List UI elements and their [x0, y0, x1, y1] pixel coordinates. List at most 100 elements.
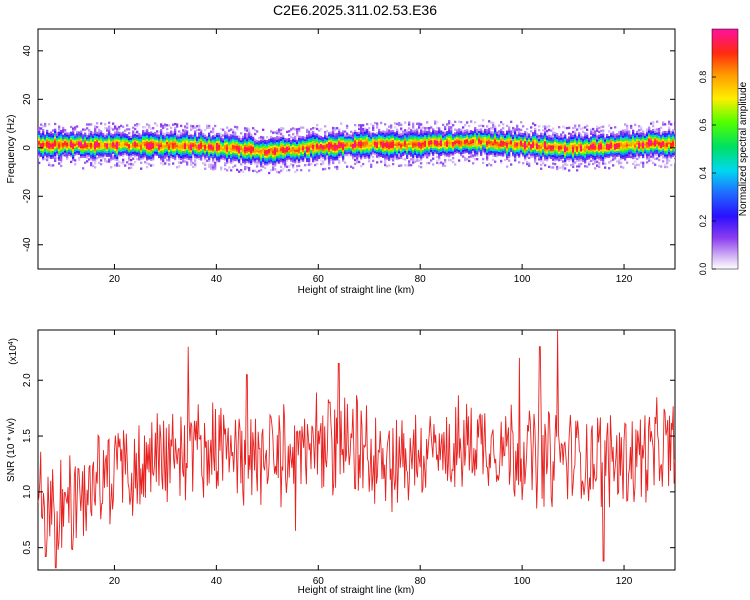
heatmap-cell	[134, 151, 137, 154]
heatmap-cell	[54, 148, 57, 151]
heatmap-cell	[352, 131, 355, 135]
heatmap-cell	[522, 132, 525, 136]
heatmap-cell	[242, 135, 245, 138]
heatmap-cell	[54, 138, 57, 141]
heatmap-cell	[490, 133, 493, 136]
heatmap-cell	[198, 151, 201, 155]
heatmap-cell	[92, 143, 95, 146]
heatmap-cell	[192, 140, 195, 143]
heatmap-cell	[294, 137, 297, 141]
heatmap-cell	[596, 164, 599, 167]
heatmap-cell	[154, 139, 157, 142]
heatmap-cell	[260, 145, 263, 148]
heatmap-cell	[380, 121, 383, 125]
heatmap-cell	[544, 152, 547, 155]
heatmap-cell	[214, 124, 217, 128]
heatmap-cell	[484, 150, 487, 153]
heatmap-cell	[260, 159, 263, 162]
heatmap-cell	[262, 136, 265, 139]
heatmap-cell	[46, 149, 49, 152]
heatmap-cell	[362, 139, 365, 142]
heatmap-cell	[472, 154, 475, 157]
heatmap-cell	[406, 150, 409, 154]
heatmap-cell	[394, 122, 397, 125]
heatmap-cell	[390, 153, 393, 156]
heatmap-cell	[536, 145, 539, 148]
heatmap-cell	[370, 153, 373, 157]
heatmap-cell	[214, 163, 217, 166]
heatmap-cell	[642, 142, 645, 145]
heatmap-cell	[82, 149, 85, 153]
heatmap-cell	[142, 147, 145, 150]
heatmap-cell	[222, 138, 225, 141]
heatmap-cell	[580, 151, 583, 154]
heatmap-cell	[482, 148, 485, 151]
heatmap-cell	[552, 158, 555, 161]
heatmap-cell	[90, 142, 93, 145]
heatmap-cell	[428, 134, 431, 138]
heatmap-cell	[366, 136, 369, 139]
heatmap-cell	[664, 154, 667, 157]
heatmap-cell	[166, 133, 169, 137]
heatmap-cell	[320, 159, 323, 162]
heatmap-cell	[400, 154, 403, 157]
heatmap-cell	[264, 153, 267, 156]
heatmap-cell	[488, 133, 491, 137]
heatmap-cell	[464, 133, 467, 136]
heatmap-cell	[612, 135, 615, 138]
heatmap-cell	[302, 151, 305, 155]
heatmap-cell	[292, 160, 295, 163]
heatmap-cell	[414, 144, 417, 148]
heatmap-cell	[594, 147, 597, 151]
heatmap-cell	[208, 140, 211, 143]
heatmap-cell	[400, 123, 403, 126]
heatmap-cell	[240, 151, 243, 154]
heatmap-cell	[346, 138, 349, 141]
heatmap-cell	[276, 141, 279, 145]
heatmap-cell	[362, 151, 365, 154]
heatmap-cell	[512, 150, 515, 153]
heatmap-cell	[642, 146, 645, 149]
heatmap-cell	[216, 144, 219, 147]
heatmap-cell	[318, 146, 321, 150]
heatmap-cell	[238, 137, 241, 140]
heatmap-cell	[426, 130, 429, 134]
heatmap-cell	[296, 159, 299, 162]
heatmap-cell	[562, 156, 565, 159]
heatmap-cell	[538, 156, 541, 159]
heatmap-cell	[344, 161, 347, 164]
heatmap-cell	[572, 148, 575, 151]
heatmap-cell	[278, 144, 281, 147]
heatmap-cell	[290, 153, 293, 156]
heatmap-cell	[360, 157, 363, 160]
heatmap-cell	[558, 159, 561, 162]
heatmap-cell	[276, 137, 279, 141]
heatmap-cell	[376, 149, 379, 152]
heatmap-cell	[212, 135, 215, 138]
heatmap-cell	[232, 140, 235, 143]
heatmap-cell	[464, 141, 467, 144]
heatmap-cell	[322, 150, 325, 153]
heatmap-cell	[362, 133, 365, 137]
heatmap-cell	[232, 142, 235, 145]
heatmap-cell	[648, 145, 651, 149]
heatmap-cell	[98, 155, 101, 159]
heatmap-cell	[470, 143, 473, 146]
heatmap-cell	[172, 156, 175, 159]
heatmap-cell	[180, 149, 183, 153]
heatmap-cell	[610, 136, 613, 139]
heatmap-cell	[62, 134, 65, 137]
heatmap-cell	[86, 152, 89, 155]
heatmap-cell	[90, 132, 93, 136]
heatmap-cell	[560, 141, 563, 144]
heatmap-cell	[442, 152, 445, 156]
heatmap-cell	[522, 162, 525, 165]
heatmap-cell	[428, 150, 431, 153]
heatmap-cell	[584, 157, 587, 160]
heatmap-cell	[512, 134, 515, 137]
heatmap-cell	[412, 130, 415, 133]
heatmap-cell	[396, 140, 399, 143]
heatmap-cell	[510, 149, 513, 153]
heatmap-cell	[136, 153, 139, 157]
heatmap-cell	[360, 147, 363, 150]
